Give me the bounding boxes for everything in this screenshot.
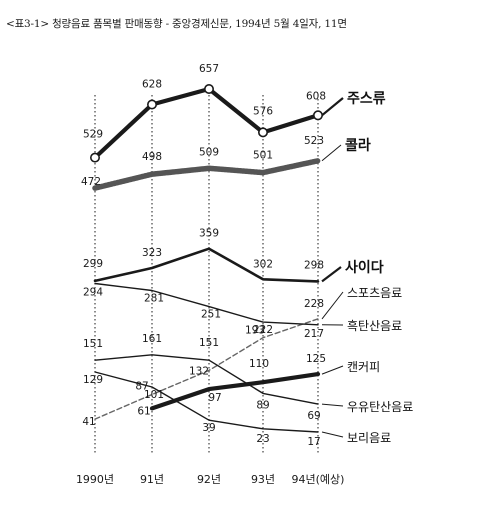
series-name-label: 주스류 [347, 91, 386, 107]
legend-leader [321, 144, 342, 162]
data-label: 87 [135, 381, 148, 393]
data-label: 161 [142, 333, 162, 345]
data-label: 101 [144, 389, 164, 401]
data-label: 472 [81, 176, 101, 188]
data-label: 125 [306, 353, 326, 365]
legend-leader [321, 365, 344, 375]
data-label: 498 [142, 151, 162, 163]
data-label: 61 [137, 405, 150, 417]
data-label: 628 [142, 79, 162, 91]
data-point [147, 99, 158, 110]
data-label: 501 [253, 150, 273, 162]
data-point [90, 152, 101, 163]
series-name-label: 캔커피 [347, 360, 380, 374]
legend-leader [321, 291, 344, 320]
data-label: 294 [83, 287, 103, 299]
data-label: 359 [199, 228, 219, 240]
series-name-label: 보리음료 [347, 431, 391, 445]
data-label: 39 [202, 422, 215, 434]
series-name-label: 콜라 [345, 138, 371, 154]
data-label: 129 [83, 374, 103, 386]
data-label: 251 [201, 309, 221, 321]
legend-leader [321, 266, 342, 283]
data-label: 608 [306, 90, 326, 102]
legend-leader [321, 97, 344, 117]
data-point [257, 127, 268, 138]
data-label: 97 [208, 392, 221, 404]
data-label: 41 [82, 416, 95, 428]
data-label: 222 [253, 324, 273, 336]
x-tick-label: 92년 [197, 473, 221, 486]
series-line-4 [94, 282, 319, 326]
series-line-3 [94, 318, 319, 420]
data-label: 523 [304, 135, 324, 147]
data-label: 529 [83, 129, 103, 141]
series-line-2 [93, 247, 320, 283]
data-label: 281 [144, 293, 164, 305]
series-line-1 [92, 158, 321, 191]
data-label: 509 [199, 146, 219, 158]
chart-caption: <표3-1> 청량음료 품목별 판매동향 - 중앙경제신문, 1994년 5월 … [6, 18, 347, 30]
data-label: 299 [83, 258, 103, 270]
data-label: 151 [83, 338, 103, 350]
data-label: 69 [307, 410, 320, 422]
series-name-label: 우유탄산음료 [347, 400, 413, 414]
data-point [312, 110, 323, 121]
x-tick-label: 94년(예상) [292, 473, 345, 486]
data-label: 151 [199, 337, 219, 349]
data-label: 193 [245, 325, 265, 337]
data-label: 110 [249, 358, 269, 370]
series-name-label: 사이다 [345, 259, 384, 276]
series-line-7 [94, 371, 319, 433]
data-label: 323 [142, 247, 162, 259]
x-tick-label: 91년 [140, 473, 164, 486]
series-line-6 [94, 354, 319, 405]
x-tick-label: 93년 [251, 473, 275, 486]
data-label: 217 [304, 328, 324, 340]
data-label: 298 [304, 259, 324, 271]
data-label: 657 [199, 63, 219, 75]
data-label: 302 [253, 258, 273, 270]
data-label: 132 [189, 365, 209, 377]
series-name-label: 흑탄산음료 [347, 319, 402, 333]
series-line-5 [149, 372, 321, 411]
data-point [204, 84, 215, 95]
series-name-label: 스포츠음료 [347, 286, 402, 300]
data-label: 576 [253, 105, 273, 117]
data-label: 228 [304, 298, 324, 310]
legend-leader [321, 403, 344, 407]
data-label: 23 [256, 433, 269, 445]
x-tick-label: 1990년 [76, 473, 114, 486]
legend-leader [321, 431, 344, 438]
data-label: 89 [256, 399, 269, 411]
data-label: 17 [307, 436, 320, 448]
